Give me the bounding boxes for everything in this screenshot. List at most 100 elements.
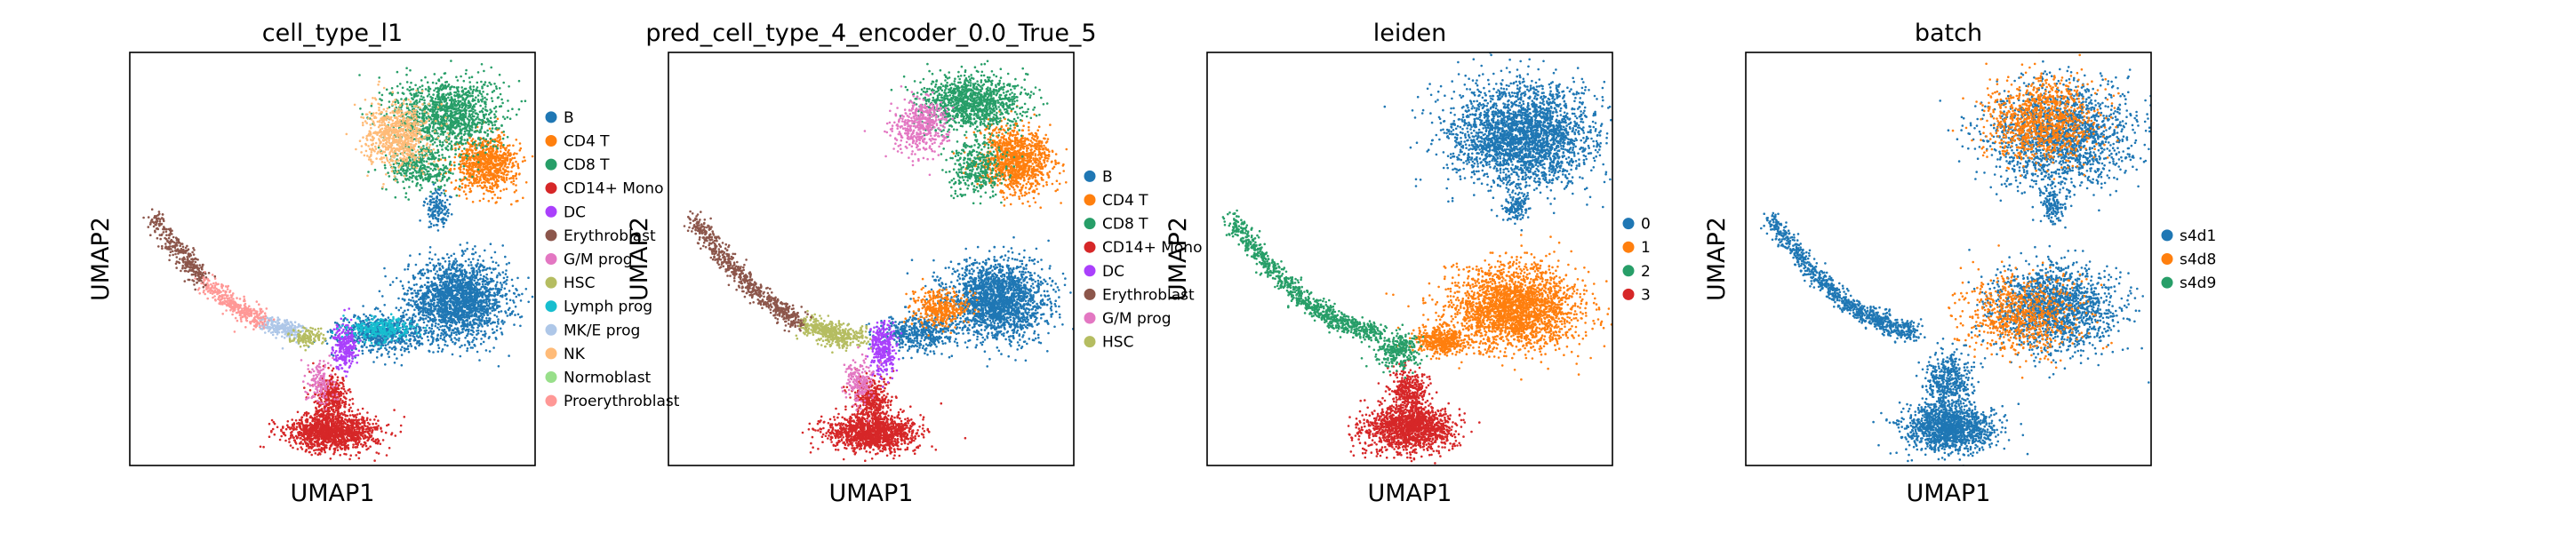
umap-point <box>498 300 500 304</box>
umap-point <box>467 341 470 344</box>
umap-point <box>491 328 494 331</box>
umap-point <box>175 239 179 242</box>
umap-point <box>459 354 462 358</box>
umap-point <box>457 290 460 293</box>
umap-point <box>156 227 159 230</box>
umap-point <box>465 271 468 274</box>
umap-point <box>468 264 470 266</box>
umap-point <box>430 335 433 338</box>
umap-point <box>420 274 423 276</box>
umap-point <box>454 294 457 298</box>
umap-point <box>433 307 436 311</box>
umap-point <box>448 119 451 122</box>
umap-point <box>179 258 181 260</box>
umap-point <box>432 289 436 292</box>
umap-point <box>521 292 524 296</box>
umap-point <box>506 275 508 279</box>
umap-point <box>475 148 477 152</box>
umap-point <box>511 164 515 168</box>
umap-point <box>266 325 269 328</box>
umap-point <box>450 195 452 199</box>
umap-point <box>277 330 281 334</box>
umap-point <box>447 266 451 269</box>
umap-point <box>436 350 440 354</box>
umap-point <box>213 274 217 278</box>
umap-point <box>418 112 421 115</box>
umap-point <box>434 213 436 217</box>
umap-point <box>235 304 238 307</box>
umap-point <box>439 132 443 136</box>
umap-point <box>439 280 443 283</box>
umap-point <box>514 314 516 316</box>
umap-point <box>450 333 453 337</box>
umap-point <box>385 348 388 352</box>
umap-point <box>491 302 493 306</box>
umap-point <box>483 301 485 304</box>
umap-point <box>190 273 194 276</box>
umap-point <box>255 312 259 315</box>
umap-point <box>478 179 482 181</box>
umap-point <box>249 310 252 314</box>
umap-point <box>466 292 468 295</box>
umap-point <box>270 322 273 326</box>
umap-point <box>495 306 499 310</box>
umap-point <box>431 299 434 302</box>
umap-point <box>429 290 433 294</box>
umap-point <box>441 199 444 203</box>
umap-point <box>439 306 443 309</box>
umap-point <box>476 283 478 286</box>
umap-point <box>492 177 494 179</box>
umap-point <box>284 333 287 336</box>
umap-point <box>493 140 496 143</box>
umap-point <box>396 101 400 104</box>
umap-point <box>354 314 356 317</box>
umap-point <box>197 272 201 274</box>
panel-title: cell_type_l1 <box>262 20 403 47</box>
umap-point <box>249 322 252 325</box>
umap-point <box>204 292 206 296</box>
umap-point <box>489 165 492 169</box>
umap-point <box>465 289 468 292</box>
umap-point <box>484 138 488 141</box>
umap-point <box>361 340 364 344</box>
umap-point <box>232 292 235 295</box>
umap-point <box>445 281 449 283</box>
umap-point <box>196 281 198 284</box>
umap-point <box>517 107 521 111</box>
umap-point <box>417 146 420 148</box>
umap-point <box>531 155 534 158</box>
umap-point <box>360 346 364 348</box>
umap-point <box>478 150 482 154</box>
umap-point <box>220 286 224 290</box>
umap-point <box>438 294 442 298</box>
umap-point <box>448 277 452 281</box>
umap-point <box>212 291 216 294</box>
umap-point <box>394 100 397 104</box>
umap-point <box>441 220 444 223</box>
umap-point <box>192 265 196 268</box>
umap-point <box>479 288 482 290</box>
umap-point <box>204 278 206 282</box>
umap-point <box>450 213 453 216</box>
umap-point <box>451 292 454 295</box>
umap-point <box>342 319 345 322</box>
umap-point <box>265 307 268 310</box>
umap-point <box>436 197 439 200</box>
umap-point <box>492 155 496 159</box>
umap-point <box>179 249 182 252</box>
umap-point <box>460 254 464 258</box>
umap-point <box>412 277 416 281</box>
umap-point <box>485 300 488 304</box>
umap-point <box>488 171 492 173</box>
umap-point <box>436 211 439 213</box>
umap-point <box>457 282 460 285</box>
umap-point <box>510 170 513 173</box>
umap-point <box>191 258 194 260</box>
umap-point <box>403 340 406 343</box>
umap-point <box>168 259 171 262</box>
umap-point <box>420 337 424 340</box>
umap-point <box>475 298 478 302</box>
umap-point <box>210 286 213 290</box>
umap-point <box>523 155 525 159</box>
umap-point <box>485 186 488 189</box>
